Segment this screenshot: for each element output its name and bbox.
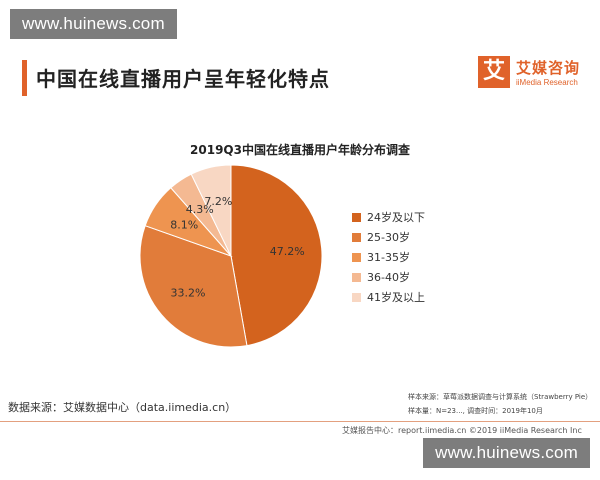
footer-divider — [0, 421, 600, 422]
legend-swatch-2 — [352, 232, 361, 242]
pie-slice-1 — [230, 164, 323, 347]
page-title: 中国在线直播用户呈年轻化特点 — [36, 67, 330, 91]
slice-value-label-3: 8.1% — [170, 218, 198, 231]
slice-value-label-1: 47.2% — [270, 245, 305, 258]
legend-swatch-5 — [352, 292, 361, 302]
footer-text: 艾媒报告中心：report.iimedia.cn ©2019 iiMedia R… — [342, 426, 582, 435]
legend-item-2: 25-30岁 — [352, 228, 425, 246]
watermark-top: www.huinews.com — [10, 9, 177, 39]
legend-label-4: 36-40岁 — [367, 271, 410, 284]
legend-item-1: 24岁及以下 — [352, 208, 425, 226]
slice-value-label-5: 7.2% — [204, 195, 232, 208]
legend-item-5: 41岁及以上 — [352, 288, 425, 306]
sample-notes: 样本来源：草莓派数据调查与计算系统（Strawberry Pie） 样本量：N=… — [408, 390, 592, 418]
legend-label-1: 24岁及以下 — [367, 211, 425, 224]
logo-name-en: iiMedia Research — [516, 78, 578, 87]
legend: 24岁及以下 25-30岁 31-35岁 36-40岁 41岁及以上 — [352, 208, 425, 308]
data-source: 数据来源：艾媒数据中心（data.iimedia.cn） — [8, 401, 237, 414]
watermark-bottom: www.huinews.com — [423, 438, 590, 468]
slice-value-label-4: 4.3% — [186, 203, 214, 216]
legend-swatch-3 — [352, 252, 361, 262]
legend-item-4: 36-40岁 — [352, 268, 425, 286]
legend-swatch-1 — [352, 212, 361, 222]
legend-label-5: 41岁及以上 — [367, 291, 425, 304]
sample-size-note: 样本量：N=23..., 调查时间：2019年10月 — [408, 407, 543, 415]
sample-source-note: 样本来源：草莓派数据调查与计算系统（Strawberry Pie） — [408, 393, 593, 401]
chart-title: 2019Q3中国在线直播用户年龄分布调查 — [190, 143, 410, 157]
legend-swatch-4 — [352, 272, 361, 282]
legend-label-2: 25-30岁 — [367, 231, 410, 244]
legend-label-3: 31-35岁 — [367, 251, 410, 264]
logo-mark: 艾 — [478, 56, 510, 88]
iimedia-logo: 艾 艾媒咨询 iiMedia Research — [478, 56, 590, 96]
slice-value-label-2: 33.2% — [171, 287, 206, 300]
legend-item-3: 31-35岁 — [352, 248, 425, 266]
logo-name-cn: 艾媒咨询 — [516, 59, 581, 77]
pie-slice-5 — [190, 164, 232, 257]
pie-slice-2 — [139, 225, 248, 348]
title-accent-bar — [22, 60, 27, 96]
